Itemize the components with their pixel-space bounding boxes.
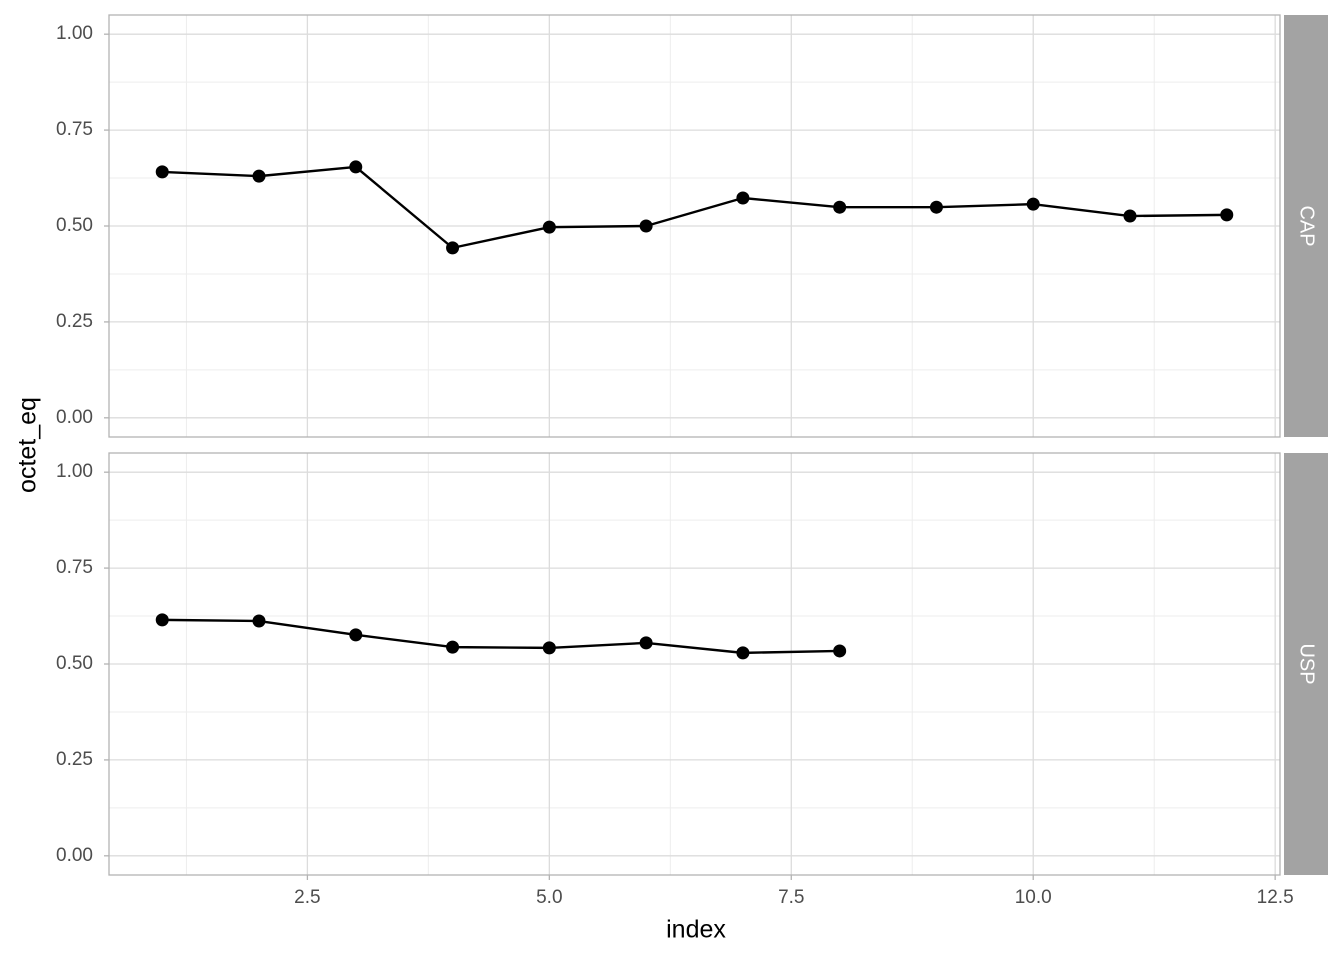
y-tick-label: 0.25 xyxy=(56,311,93,332)
strip-background xyxy=(1284,453,1328,875)
strip-background xyxy=(1284,15,1328,437)
data-point xyxy=(252,614,266,628)
x-tick-label: 5.0 xyxy=(536,887,562,908)
data-line xyxy=(162,165,1227,250)
data-point xyxy=(155,165,169,179)
x-tick-label: 12.5 xyxy=(1257,887,1294,908)
data-line xyxy=(162,618,840,655)
panel-border xyxy=(108,452,1281,876)
y-tick-label: 0.00 xyxy=(56,407,93,428)
y-tick-label: 1.00 xyxy=(56,23,93,44)
data-point xyxy=(446,241,460,255)
data-point xyxy=(736,191,750,205)
y-tick-label: 0.50 xyxy=(56,215,93,236)
x-axis-title: index xyxy=(666,916,726,944)
x-tick-label: 2.5 xyxy=(294,887,320,908)
data-point xyxy=(446,640,460,654)
strip-label: CAP xyxy=(1296,205,1318,246)
data-point xyxy=(1123,209,1137,223)
x-tick-label: 10.0 xyxy=(1015,887,1052,908)
y-tick-label: 0.50 xyxy=(56,653,93,674)
data-point xyxy=(639,636,653,650)
data-point xyxy=(1220,208,1234,222)
data-point xyxy=(1026,197,1040,211)
strip-label: USP xyxy=(1296,643,1318,684)
data-point xyxy=(639,219,653,233)
data-point xyxy=(833,200,847,214)
data-point xyxy=(252,169,266,183)
y-axis-title: octet_eq xyxy=(14,397,42,493)
x-tick-label: 7.5 xyxy=(778,887,804,908)
panel-border xyxy=(108,14,1281,438)
data-point xyxy=(929,200,943,214)
data-point xyxy=(736,646,750,660)
y-tick-label: 0.00 xyxy=(56,845,93,866)
data-point xyxy=(542,220,556,234)
y-tick-label: 0.25 xyxy=(56,749,93,770)
data-point xyxy=(349,160,363,174)
data-point xyxy=(349,628,363,642)
y-tick-label: 1.00 xyxy=(56,461,93,482)
data-point xyxy=(155,613,169,627)
y-tick-label: 0.75 xyxy=(56,119,93,140)
y-tick-label: 0.75 xyxy=(56,557,93,578)
data-point xyxy=(542,641,556,655)
data-point xyxy=(833,644,847,658)
